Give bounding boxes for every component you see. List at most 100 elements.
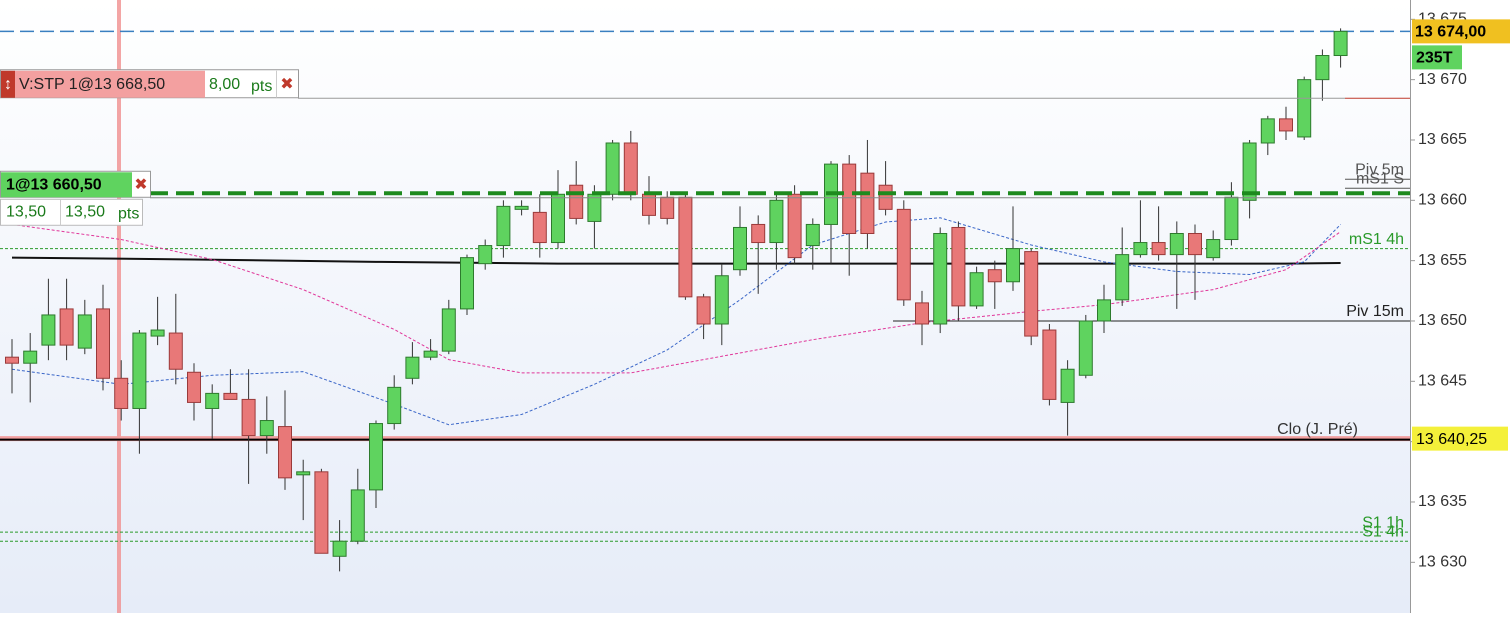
candle-body — [41, 314, 56, 346]
order-cancel[interactable]: ✖ — [134, 176, 147, 193]
candle-body — [205, 392, 220, 409]
candle-body — [1115, 254, 1130, 301]
candle-body — [1297, 79, 1312, 138]
candle-body — [187, 371, 201, 403]
candle-body — [423, 350, 438, 358]
candle-body — [1260, 118, 1275, 144]
candle-body — [223, 392, 238, 400]
close-tag-text: 13 640,25 — [1416, 431, 1487, 448]
candle-body — [1206, 239, 1221, 259]
level-label: S1 4h — [1362, 523, 1404, 540]
candle-body — [842, 163, 857, 234]
y-tick-label: 13 635 — [1418, 493, 1467, 510]
candle-body — [241, 398, 256, 437]
candle-body — [623, 142, 638, 195]
last-tag-text: 13 674,00 — [1415, 24, 1486, 41]
candle-body — [259, 420, 274, 437]
last-tag — [1412, 19, 1510, 44]
candle-body — [496, 205, 511, 247]
candle-body — [168, 332, 183, 370]
candle-body — [696, 296, 711, 325]
candle-body — [551, 193, 565, 244]
candle-body — [350, 489, 365, 542]
level-label: S1 1h — [1362, 514, 1404, 531]
order-handle-icon: ↕ — [4, 76, 12, 93]
y-tick-label: 13 630 — [1418, 554, 1467, 571]
order-cancel[interactable]: ✖ — [280, 76, 293, 93]
candle-body — [1006, 248, 1020, 283]
candle-body — [933, 232, 948, 325]
candle-body — [805, 223, 820, 247]
candle-body — [678, 196, 693, 298]
candle-body — [1315, 55, 1330, 81]
order-label-bg — [1, 172, 132, 198]
candle-body — [1279, 118, 1293, 132]
candle-body — [441, 308, 456, 352]
close-tag — [1412, 426, 1508, 451]
candle-body — [860, 172, 875, 234]
candle-body — [59, 308, 74, 346]
order-handle — [1, 70, 15, 98]
level-label: mS1 4h — [1349, 231, 1404, 248]
candle-body — [733, 226, 747, 271]
volume-tag-text: 235T — [1416, 50, 1453, 67]
candle-body — [332, 540, 347, 557]
candle-body — [369, 423, 383, 491]
candle-body — [132, 332, 147, 409]
candle-body — [751, 223, 766, 244]
candle-body — [714, 275, 729, 325]
candle-body — [23, 350, 38, 364]
y-tick-label: 13 650 — [1418, 312, 1467, 329]
y-tick-label: 13 670 — [1418, 71, 1467, 88]
axis-background — [1410, 0, 1510, 613]
candle-body — [478, 245, 493, 265]
candle-body — [951, 226, 966, 307]
candle-body — [587, 193, 602, 222]
level-label: Piv 5m — [1355, 161, 1404, 178]
close-label: Clo (J. Pré) — [1277, 421, 1358, 438]
candle-body — [969, 272, 984, 307]
candle-body — [77, 314, 92, 349]
candle-body — [5, 356, 19, 364]
candle-body — [987, 269, 1002, 283]
candle-body — [896, 208, 911, 301]
candle-body — [569, 184, 584, 219]
candle-body — [532, 211, 547, 244]
order-unit: pts — [251, 78, 272, 95]
candle-body — [114, 377, 129, 409]
level-label: Piv 15m — [1346, 303, 1404, 320]
order-unit: pts — [118, 205, 139, 222]
candle-body — [1097, 299, 1111, 322]
order-label-bg — [15, 70, 205, 98]
order-pnl: 13,50 — [6, 203, 46, 220]
candle-body — [1333, 30, 1348, 57]
order-pnl: 13,50 — [65, 203, 105, 220]
candle-body — [1024, 251, 1039, 337]
candle-body — [1224, 196, 1239, 241]
candle-body — [1169, 232, 1184, 256]
candle-body — [660, 196, 675, 219]
order-label: V:STP 1@13 668,50 — [19, 76, 165, 93]
candle-body — [314, 471, 329, 554]
candle-body — [769, 199, 784, 244]
y-tick-label: 13 665 — [1418, 131, 1467, 148]
candle-body — [1060, 368, 1075, 403]
candle-body — [296, 471, 311, 476]
candle-body — [460, 257, 474, 310]
candle-body — [605, 142, 620, 195]
candle-body — [1133, 242, 1148, 256]
time-cursor — [117, 0, 121, 613]
candle-body — [1242, 142, 1257, 201]
moving-average — [11, 223, 1341, 374]
candle-body — [514, 205, 529, 210]
y-tick-label: 13 655 — [1418, 252, 1467, 269]
candle-body — [915, 302, 929, 325]
candle-body — [1188, 232, 1202, 256]
order-pnl: 8,00 — [209, 76, 240, 93]
candle-body — [1078, 320, 1093, 376]
volume-tag — [1412, 45, 1462, 70]
y-tick-label: 13 645 — [1418, 373, 1467, 390]
candle-body — [1042, 329, 1057, 400]
